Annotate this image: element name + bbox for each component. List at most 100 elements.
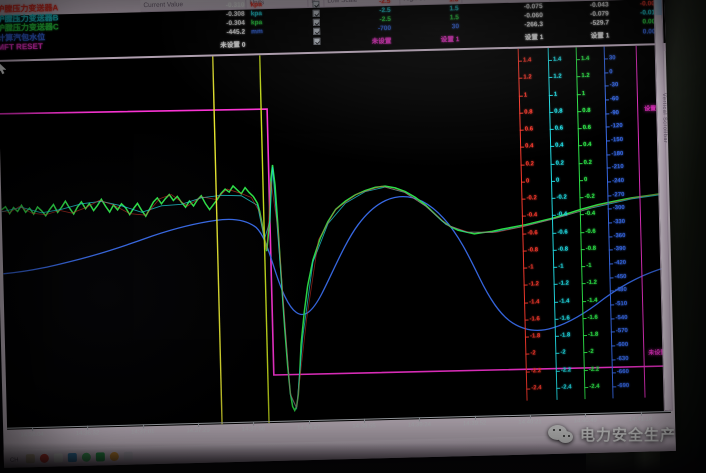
series-furnace-pressure-c bbox=[1, 164, 666, 413]
scale-tick-label: 0.8 bbox=[554, 108, 563, 115]
series-mft-reset bbox=[0, 108, 670, 376]
scale-tick-label: 0 bbox=[583, 176, 588, 183]
scale-tick bbox=[609, 263, 614, 265]
scale-tick-label: 1.4 bbox=[552, 56, 562, 63]
scale-tick bbox=[610, 304, 615, 306]
left-cursor-line bbox=[212, 56, 223, 425]
scale-tick-label: -1.8 bbox=[529, 333, 541, 340]
scale-tick bbox=[551, 180, 556, 182]
time-axis-tick bbox=[31, 427, 34, 432]
scale-tick-label: -30 bbox=[609, 82, 619, 89]
scale-tick-label: -390 bbox=[613, 246, 626, 253]
low-scale-1[interactable]: -2.5 bbox=[379, 6, 391, 15]
high-scale-3[interactable]: 30 bbox=[451, 23, 460, 31]
scale-tick-label: -150 bbox=[610, 137, 624, 144]
scale-tick bbox=[525, 371, 530, 373]
low-scale-2[interactable]: -2.5 bbox=[379, 15, 391, 24]
scale-tick bbox=[583, 352, 588, 354]
scale-tick bbox=[526, 388, 531, 390]
time-axis-label: 14:37:29 bbox=[186, 427, 210, 435]
time-axis-label: 14:38:27 bbox=[296, 424, 321, 432]
scale-tick-label: -2.4 bbox=[589, 383, 600, 391]
scrollbar-hint: Vertical Scrollbar bbox=[660, 92, 669, 144]
scale-tick-label: -1 bbox=[528, 264, 534, 271]
scale-tick-label: -570 bbox=[615, 328, 628, 335]
scale-tick-label: -420 bbox=[614, 260, 627, 267]
unit-1: kpa bbox=[250, 10, 263, 18]
scale-tick bbox=[518, 77, 523, 79]
series-furnace-pressure-a bbox=[1, 180, 666, 409]
scale-tick-label: -2 bbox=[588, 349, 594, 356]
enable-checkbox-0[interactable] bbox=[312, 0, 320, 8]
legend-item-4[interactable]: MFT RESET bbox=[0, 42, 43, 53]
scale-tick bbox=[548, 77, 553, 79]
scale-tick-label: -120 bbox=[610, 123, 623, 130]
scale-tick-label: -1.4 bbox=[586, 297, 598, 304]
scale-tick bbox=[605, 113, 610, 115]
low-scale-4[interactable]: 未设置 bbox=[371, 37, 392, 46]
scale-tick bbox=[575, 59, 580, 61]
difference-0: -0.001 bbox=[639, 0, 659, 8]
enable-checkbox-3[interactable] bbox=[313, 27, 321, 35]
left-cursor-value-1: -0.075 bbox=[523, 3, 543, 11]
scale-tick bbox=[556, 387, 561, 389]
scale-tick bbox=[518, 95, 523, 97]
scale-tick bbox=[555, 370, 560, 372]
low-scale-0[interactable]: -2.5 bbox=[378, 0, 391, 6]
scale-tick-label: -270 bbox=[612, 191, 625, 199]
scale-tick bbox=[523, 284, 528, 287]
scale-tick-label: -300 bbox=[612, 205, 625, 212]
scale-tick-label: -0.2 bbox=[584, 193, 595, 201]
scale-tick-label: -210 bbox=[611, 164, 624, 171]
current-value-4: 未设置 0 bbox=[220, 41, 246, 50]
series-furnace-pressure-b bbox=[1, 166, 666, 411]
scale-tick bbox=[553, 284, 558, 286]
scale-tick bbox=[547, 59, 552, 61]
scale-tick bbox=[611, 345, 616, 347]
current-value-2: -0.304 bbox=[226, 19, 246, 28]
scale-tick-label: 0.6 bbox=[524, 126, 534, 133]
enable-checkbox-1[interactable] bbox=[312, 9, 320, 17]
high-scale-4[interactable]: 设置 1 bbox=[440, 36, 460, 44]
scale-tick bbox=[611, 372, 616, 374]
low-scale-3[interactable]: -700 bbox=[377, 24, 392, 33]
scale-tick bbox=[605, 126, 610, 128]
high-scale-1[interactable]: 1.5 bbox=[449, 5, 459, 13]
scale-tick-label: -180 bbox=[611, 150, 624, 158]
scale-tick-label: -1.2 bbox=[558, 280, 570, 288]
scale-tick bbox=[606, 167, 611, 169]
mouse-cursor bbox=[0, 61, 7, 75]
scale-tick-label: -0.6 bbox=[585, 228, 596, 235]
scale-tick bbox=[584, 387, 589, 389]
scale-tick-label: -2.4 bbox=[531, 385, 542, 392]
scale-tick bbox=[577, 128, 582, 130]
left-cursor-value-2: -0.060 bbox=[524, 12, 543, 20]
scale-tick-label: -0.6 bbox=[527, 229, 538, 237]
enable-checkbox-4[interactable] bbox=[313, 37, 321, 45]
trend-plot[interactable]: 1.4 1.2 1 0.8 0.6 0.4 0.2 0 -0.2 -0.4 -0.6 -0.8 -1 -1… bbox=[0, 45, 671, 430]
high-scale-2[interactable]: 1.5 bbox=[449, 14, 459, 22]
scale-tick-label: -60 bbox=[609, 96, 619, 103]
scale-tick bbox=[582, 300, 587, 302]
scale-tick bbox=[555, 353, 560, 355]
time-axis-tick bbox=[585, 413, 587, 418]
scale-tick-label: -240 bbox=[611, 178, 625, 185]
scale-tick bbox=[522, 250, 527, 252]
enable-checkbox-2[interactable] bbox=[312, 18, 321, 26]
scale-tick-label: -480 bbox=[614, 287, 627, 294]
time-axis-label: 14:41:18 bbox=[628, 416, 653, 424]
scale-tick-label: 0.4 bbox=[583, 142, 592, 149]
scale-tick-label: -2.2 bbox=[530, 367, 542, 375]
high-scale-0[interactable]: 1.5 bbox=[404, 0, 458, 5]
scrollbar-thumb[interactable] bbox=[654, 0, 662, 16]
scale-tick-label: -2.2 bbox=[588, 366, 600, 373]
scale-tick bbox=[604, 99, 609, 101]
scale-tick-label: -0.4 bbox=[556, 211, 568, 219]
scale-tick-label: 1 bbox=[581, 90, 586, 97]
watermark-text: 电力安全生产 bbox=[580, 426, 677, 444]
time-axis-label: 14:40:21 bbox=[518, 419, 542, 426]
scale-tick-label: -360 bbox=[613, 232, 626, 240]
scale-tick-label: 0 bbox=[609, 68, 613, 76]
scale-tick-label: 1.4 bbox=[522, 57, 532, 64]
